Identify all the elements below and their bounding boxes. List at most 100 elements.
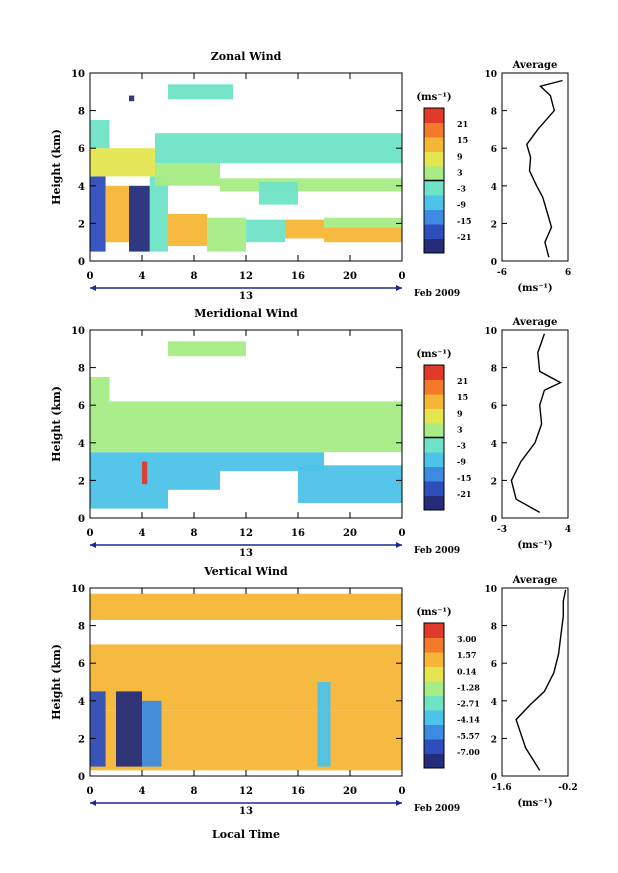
average-y-tick-label: 10 — [484, 585, 497, 595]
average-y-tick-label: 8 — [491, 623, 497, 633]
wind-region — [129, 95, 135, 102]
colorbar-segment — [424, 238, 444, 254]
y-tick-label: 6 — [78, 144, 85, 155]
y-tick-label: 8 — [78, 107, 85, 118]
y-axis-label: Height (km) — [50, 129, 63, 205]
colorbar-tick-label: -9 — [457, 200, 466, 210]
average-frame — [501, 72, 569, 262]
x-tick-label: 0 — [87, 271, 94, 282]
colorbar-tick-label: 9 — [457, 151, 463, 161]
colorbar-segment — [424, 122, 444, 138]
colorbar-segment — [424, 681, 444, 696]
y-tick-label: 0 — [78, 772, 85, 783]
y-tick-label: 2 — [78, 219, 85, 230]
colorbar-segment — [424, 151, 444, 167]
day-line-right-arrow — [396, 800, 402, 806]
average-frame — [501, 329, 569, 519]
colorbar-tick-label: -4.14 — [457, 715, 480, 725]
colorbar-segment — [424, 108, 444, 123]
colorbar-tick-label: 3 — [457, 167, 463, 177]
colorbar-segment — [424, 466, 444, 482]
x-tick-label: 4 — [139, 528, 146, 539]
y-tick-label: 4 — [78, 182, 85, 193]
wind-region — [207, 217, 246, 252]
wind-region — [142, 461, 148, 485]
colorbar-segment — [424, 724, 444, 740]
wind-region — [90, 691, 106, 767]
x-tick-label: 4 — [139, 786, 146, 797]
y-axis-label: Height (km) — [50, 386, 63, 462]
colorbar-segment — [424, 623, 444, 638]
colorbar-segment — [424, 423, 444, 438]
x-tick-label: 12 — [239, 786, 253, 797]
x-tick-label: 0 — [399, 271, 406, 282]
day-label: 13 — [239, 291, 253, 302]
colorbar-tick-label: -9 — [457, 457, 466, 467]
date-label: Feb 2009 — [414, 804, 460, 814]
average-y-tick-label: 2 — [491, 220, 497, 230]
wind-region — [324, 227, 402, 243]
average-x-tick-label: 4 — [565, 525, 571, 535]
wind-region — [168, 341, 246, 357]
x-tick-label: 12 — [239, 528, 253, 539]
colorbar-tick-label: -21 — [457, 232, 471, 242]
average-y-tick-label: 0 — [491, 773, 497, 783]
y-tick-label: 8 — [78, 364, 85, 375]
colorbar-segment — [424, 666, 444, 682]
average-profile-line — [515, 589, 567, 771]
average-x-tick-label: -6 — [497, 268, 507, 278]
y-tick-label: 4 — [78, 439, 85, 450]
average-x-axis-label: (ms⁻¹) — [517, 798, 552, 809]
colorbar-tick-label: -2.71 — [457, 699, 480, 709]
colorbar-segment — [424, 365, 444, 380]
colorbar-segment — [424, 195, 444, 210]
average-y-tick-label: 6 — [491, 660, 497, 670]
wind-region — [90, 593, 402, 620]
colorbar-frame — [423, 622, 445, 769]
y-tick-label: 0 — [78, 514, 85, 525]
colorbar-unit: (ms⁻¹) — [416, 92, 451, 103]
average-title: Average — [512, 317, 558, 328]
y-tick-label: 2 — [78, 476, 85, 487]
wind-region — [105, 185, 129, 243]
wind-region — [168, 452, 220, 490]
y-tick-label: 6 — [78, 659, 85, 670]
colorbar-segment — [424, 739, 444, 754]
colorbar-segment — [424, 166, 444, 181]
colorbar-tick-label: -21 — [457, 489, 471, 499]
colorbar-tick-label: -15 — [457, 473, 471, 483]
day-label: 13 — [239, 806, 253, 817]
colorbar-segment — [424, 437, 444, 453]
wind-region — [246, 219, 285, 243]
colorbar-tick-label: -7.00 — [457, 747, 480, 757]
x-tick-label: 12 — [239, 271, 253, 282]
wind-region — [155, 133, 402, 164]
wind-region — [324, 217, 402, 228]
average-title: Average — [512, 60, 558, 71]
panel-title: Zonal Wind — [211, 50, 282, 63]
y-tick-label: 8 — [78, 622, 85, 633]
average-y-tick-label: 0 — [491, 515, 497, 525]
colorbar-unit: (ms⁻¹) — [416, 349, 451, 360]
colorbar-tick-label: 15 — [457, 392, 468, 402]
average-y-tick-label: 6 — [491, 145, 497, 155]
y-axis-label: Height (km) — [50, 644, 63, 720]
average-y-tick-label: 4 — [491, 183, 497, 193]
x-tick-label: 20 — [343, 271, 357, 282]
x-tick-label: 0 — [87, 786, 94, 797]
x-tick-label: 16 — [291, 271, 305, 282]
average-y-tick-label: 6 — [491, 402, 497, 412]
average-title: Average — [512, 575, 558, 586]
colorbar-tick-label: -1.28 — [457, 682, 480, 692]
average-x-tick-label: -0.2 — [558, 783, 577, 793]
x-tick-label: 0 — [399, 528, 406, 539]
x-tick-label: 16 — [291, 786, 305, 797]
average-y-tick-label: 4 — [491, 440, 497, 450]
panel-title: Meridional Wind — [194, 307, 298, 320]
colorbar-segment — [424, 695, 444, 711]
average-x-tick-label: 6 — [565, 268, 571, 278]
y-tick-label: 2 — [78, 734, 85, 745]
panel-title: Vertical Wind — [203, 565, 288, 578]
colorbar-tick-label: -3 — [457, 441, 466, 451]
